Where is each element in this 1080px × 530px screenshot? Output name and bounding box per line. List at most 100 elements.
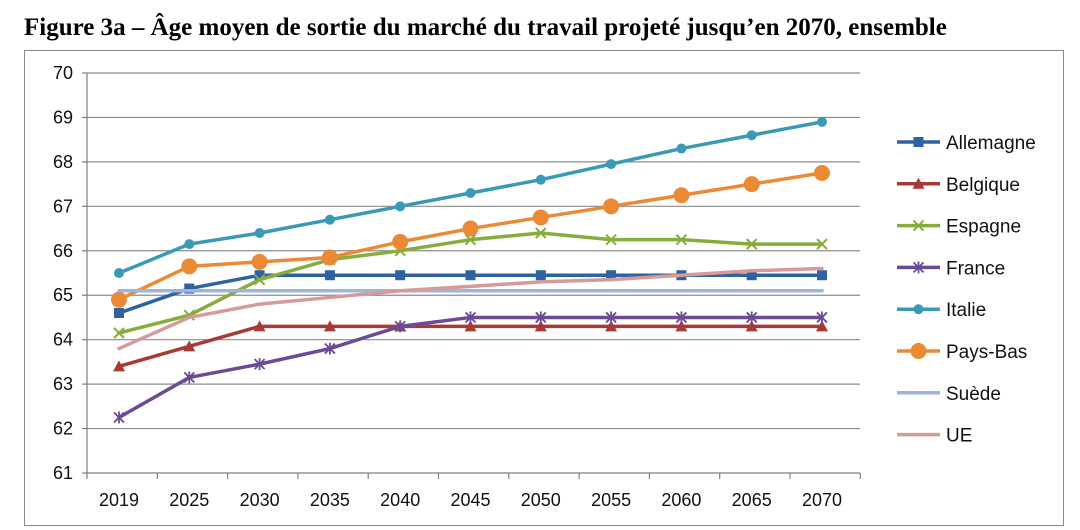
data-point-pays-bas <box>603 198 620 215</box>
data-point-espagne <box>113 327 125 339</box>
x-tick-label: 2019 <box>99 490 139 510</box>
legend-label: Belgique <box>946 175 1020 196</box>
data-point-france <box>675 311 688 324</box>
data-point-belgique <box>675 320 688 332</box>
data-point-pays-bas <box>462 220 479 237</box>
legend-marker-stroke <box>912 219 925 232</box>
data-point-italie <box>535 174 546 185</box>
data-point-espagne-stroke <box>816 238 828 250</box>
y-tick-label: 62 <box>53 419 73 439</box>
data-point-espagne-stroke <box>605 233 617 246</box>
data-point-allemagne <box>746 270 757 281</box>
x-tick-label: 2045 <box>450 490 490 510</box>
data-point-espagne <box>535 227 547 239</box>
x-tick-label: 2055 <box>591 490 631 510</box>
legend-label: France <box>946 258 1005 279</box>
data-point-allemagne <box>324 270 335 281</box>
data-point-pays-bas <box>321 249 338 266</box>
data-point-espagne-stroke <box>535 227 547 239</box>
data-point-espagne-stroke <box>745 238 758 250</box>
x-tick-label: 2060 <box>661 490 701 510</box>
legend-item-suede: Suède <box>897 384 1001 405</box>
data-point-espagne <box>816 238 828 250</box>
legend-item-ue: UE <box>897 426 972 447</box>
y-tick-label: 70 <box>53 63 73 83</box>
y-tick-label: 64 <box>53 330 73 350</box>
legend: Allemagne Belgique Espagne France Italie Pays… <box>897 133 1036 447</box>
data-point-belgique <box>745 320 758 332</box>
data-point-italie <box>817 116 827 127</box>
legend-label: UE <box>946 426 972 447</box>
legend-marker <box>910 343 927 359</box>
series-belgique <box>113 320 828 372</box>
data-point-espagne <box>253 273 266 286</box>
data-point-belgique <box>816 320 828 332</box>
series-line-belgique <box>117 324 824 369</box>
legend-item-belgique: Belgique <box>897 175 1020 196</box>
data-point-france <box>253 358 266 371</box>
y-tick-label: 66 <box>53 241 73 261</box>
data-point-espagne-stroke <box>675 233 688 246</box>
legend-marker <box>913 137 924 147</box>
data-point-espagne <box>605 233 617 246</box>
data-point-france <box>535 311 547 324</box>
data-point-pays-bas <box>181 258 198 275</box>
y-tick-label: 65 <box>53 285 73 305</box>
x-tick-label: 2040 <box>380 490 420 510</box>
y-tick-label: 68 <box>53 152 73 172</box>
data-point-espagne-stroke <box>253 273 266 286</box>
series-pays-bas <box>111 165 830 308</box>
x-tick-label: 2070 <box>802 490 842 510</box>
data-point-france <box>816 311 828 324</box>
data-point-pays-bas <box>111 291 127 308</box>
data-point-belgique <box>534 320 547 332</box>
data-point-allemagne <box>184 283 195 294</box>
data-point-belgique <box>253 320 266 332</box>
axes: 61 62 63 64 65 66 67 68 69 70 2019 2025 2030 2035 2040… <box>53 63 861 510</box>
data-point-espagne <box>464 233 477 246</box>
data-point-allemagne <box>465 270 476 281</box>
data-point-espagne <box>745 238 758 250</box>
series-italie <box>114 116 827 278</box>
legend-label: Allemagne <box>946 133 1036 154</box>
data-point-espagne <box>675 233 688 246</box>
data-point-belgique <box>323 320 336 332</box>
legend-item-france: France <box>897 258 1005 279</box>
y-tick-label: 61 <box>53 463 73 483</box>
x-tick-label: 2025 <box>169 490 209 510</box>
series-line-france <box>117 315 824 420</box>
data-point-france <box>746 311 758 324</box>
legend-marker <box>912 261 925 274</box>
legend-label: Espagne <box>946 217 1021 238</box>
data-point-espagne-stroke <box>464 233 477 246</box>
data-point-belgique <box>605 320 618 332</box>
y-tick-label: 63 <box>53 374 73 394</box>
data-point-allemagne <box>535 270 546 281</box>
data-point-allemagne <box>254 270 265 281</box>
data-point-italie <box>395 201 406 212</box>
data-point-italie <box>254 228 265 238</box>
data-point-france <box>113 411 125 424</box>
data-point-espagne-stroke <box>113 327 125 339</box>
legend-label: Suède <box>946 384 1001 405</box>
legend-label: Italie <box>946 300 986 321</box>
chart-frame: 61 62 63 64 65 66 67 68 69 70 2019 2025 2030 2035 2040… <box>24 50 1064 526</box>
data-point-pays-bas <box>251 253 268 270</box>
data-point-italie <box>676 143 687 154</box>
data-point-france <box>183 371 195 384</box>
legend-label: Pays-Bas <box>946 342 1027 363</box>
legend-marker <box>913 304 924 315</box>
data-point-belgique <box>464 320 477 332</box>
series-france <box>113 311 828 424</box>
data-point-belgique <box>183 340 196 352</box>
data-point-italie <box>184 239 195 250</box>
data-point-italie <box>324 214 335 225</box>
data-point-pays-bas <box>673 187 690 204</box>
legend-item-espagne: Espagne <box>897 217 1021 238</box>
series-group <box>111 116 830 424</box>
x-tick-label: 2065 <box>732 490 772 510</box>
legend-marker <box>912 219 925 232</box>
data-point-allemagne <box>114 308 124 318</box>
chart-title: Figure 3a – Âge moyen de sortie du march… <box>24 14 947 41</box>
legend-item-allemagne: Allemagne <box>897 133 1036 154</box>
